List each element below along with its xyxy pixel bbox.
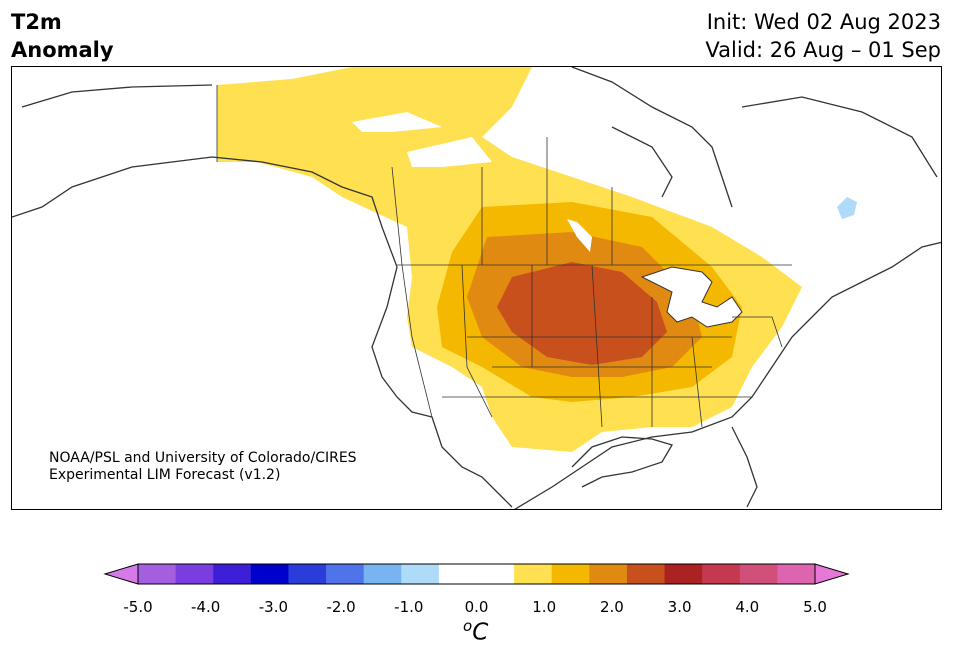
- colorbar-segment: [589, 564, 628, 584]
- colorbar-tick-label: 1.0: [532, 598, 557, 616]
- colorbar-segment: [514, 564, 553, 584]
- colorbar-segment: [401, 564, 440, 584]
- colorbar-segment: [664, 564, 703, 584]
- title-line-1: T2m: [11, 10, 62, 34]
- colorbar-segment: [138, 564, 177, 584]
- colorbar-outline: [137, 563, 816, 585]
- colorbar-tick-label: -1.0: [394, 598, 424, 616]
- map-title: T2m Anomaly: [11, 8, 114, 64]
- colorbar-segment: [777, 564, 816, 584]
- credit-line-1: NOAA/PSL and University of Colorado/CIRE…: [49, 450, 357, 466]
- colorbar-tick-label: 5.0: [803, 598, 827, 616]
- colorbar-segment: [250, 564, 289, 584]
- colorbar-tick-label: 3.0: [667, 598, 692, 616]
- unit-degree: o: [463, 617, 473, 635]
- colorbar-segment: [702, 564, 741, 584]
- colorbar-segment: [175, 564, 214, 584]
- colorbar-segments: [138, 564, 816, 584]
- colorbar-under-arrow: [103, 563, 139, 585]
- credit-text: NOAA/PSL and University of Colorado/CIRE…: [49, 450, 357, 484]
- unit-letter: C: [472, 619, 489, 646]
- colorbar-segment: [476, 564, 515, 584]
- colorbar-segment: [326, 564, 365, 584]
- anomaly-region-cool: [837, 197, 857, 219]
- colorbar-segment: [626, 564, 666, 584]
- valid-period: Valid: 26 Aug – 01 Sep: [705, 38, 941, 62]
- colorbar-segment: [551, 564, 590, 584]
- init-date: Init: Wed 02 Aug 2023: [706, 10, 941, 34]
- anomaly-region-rust: [497, 262, 667, 365]
- colorbar-segment: [739, 564, 778, 584]
- colorbar-tick-label: 2.0: [599, 598, 624, 616]
- neutral-patch-north: [352, 112, 442, 132]
- anomaly-map: [11, 66, 942, 510]
- unit-label: oC: [463, 617, 488, 646]
- forecast-dates: Init: Wed 02 Aug 2023 Valid: 26 Aug – 01…: [705, 8, 941, 64]
- map-canvas: [12, 67, 941, 509]
- title-line-2: Anomaly: [11, 38, 114, 62]
- credit-line-2: Experimental LIM Forecast (v1.2): [49, 467, 281, 483]
- colorbar-segment: [363, 564, 402, 584]
- colorbar-segment: [288, 564, 327, 584]
- colorbar-over-arrow: [814, 563, 850, 585]
- colorbar-tick-label: -3.0: [258, 598, 289, 616]
- colorbar-tick-label: 4.0: [735, 598, 760, 616]
- lake-winnipeg: [567, 219, 592, 252]
- borders: [216, 85, 792, 428]
- colorbar-tick-label: -5.0: [123, 598, 153, 616]
- colorbar-tick-label: -2.0: [326, 598, 356, 616]
- colorbar-tick-label: -4.0: [191, 598, 221, 616]
- colorbar-segment: [213, 564, 252, 584]
- great-lakes: [640, 266, 743, 328]
- coastlines: [12, 67, 941, 509]
- colorbar-tick-label: 0.0: [464, 598, 489, 616]
- neutral-patch-canada: [407, 137, 492, 167]
- colorbar-segment: [438, 564, 477, 584]
- colorbar: [103, 563, 850, 585]
